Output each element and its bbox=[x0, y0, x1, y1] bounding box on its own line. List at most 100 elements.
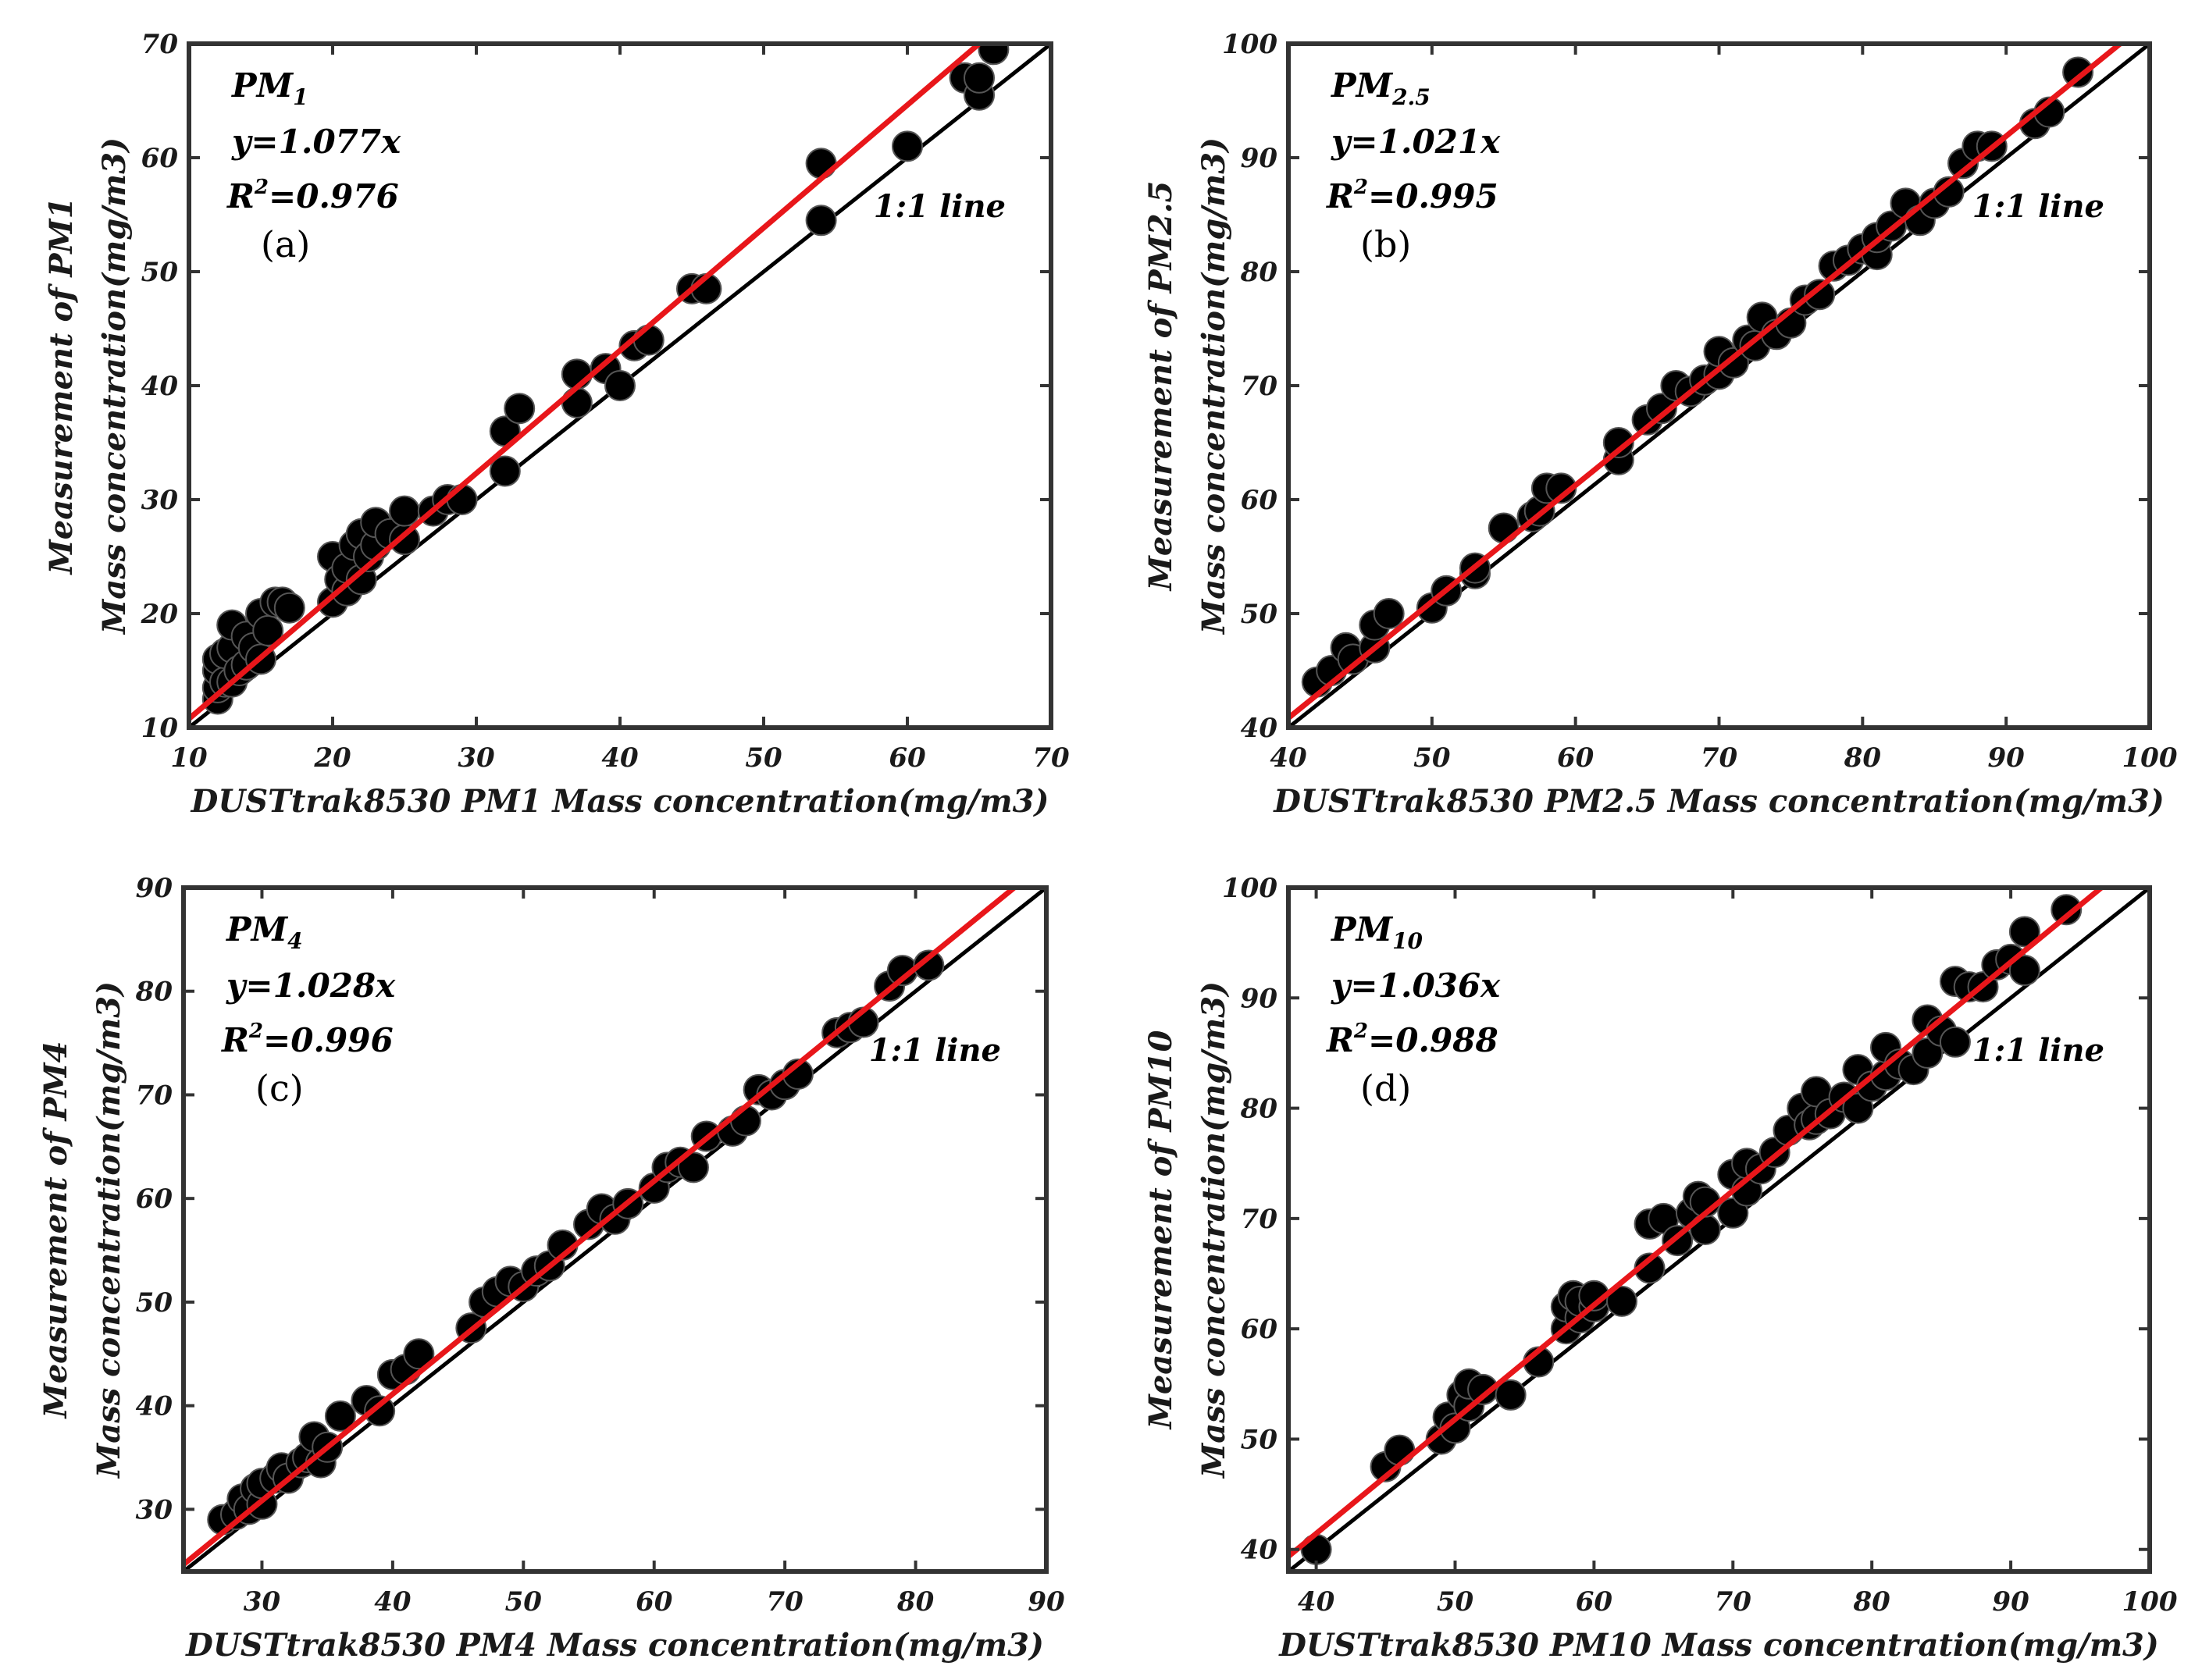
x-tick-label: 40 bbox=[1270, 742, 1307, 774]
panel-b: 40 50 60 70 80 90 100 40 50 60 70 80 90 100 DUSTtrak85… bbox=[1142, 29, 2178, 820]
r-squared: R2=0.996 bbox=[221, 1020, 394, 1059]
x-tick-label: 30 bbox=[244, 1586, 281, 1618]
data-point bbox=[1373, 598, 1405, 629]
y-tick-label: 90 bbox=[1241, 143, 1278, 174]
y-tick-label: 60 bbox=[1241, 1314, 1278, 1345]
data-point bbox=[1842, 1092, 1874, 1124]
x-tick-label: 70 bbox=[1701, 742, 1738, 774]
y-tick-label: 90 bbox=[136, 873, 173, 904]
data-point bbox=[2051, 894, 2083, 926]
x-tick-label: 100 bbox=[2122, 1586, 2178, 1618]
data-point bbox=[964, 62, 995, 94]
axes-frame bbox=[181, 885, 1049, 1574]
pm-label: PM4 bbox=[226, 910, 303, 954]
x-tick-label: 40 bbox=[374, 1586, 412, 1618]
fit-equation: y=1.036x bbox=[1331, 966, 1501, 1005]
y-tick-label: 30 bbox=[136, 1494, 173, 1525]
y-tick-label: 40 bbox=[1241, 1535, 1278, 1566]
x-tick-label: 30 bbox=[458, 742, 495, 774]
y-tick-label: 40 bbox=[141, 371, 179, 402]
y-tick-label: 60 bbox=[1241, 485, 1278, 516]
data-point bbox=[892, 130, 923, 162]
data-point bbox=[403, 1338, 435, 1370]
data-point bbox=[2062, 56, 2094, 88]
panel-d: 40 50 60 70 80 90 100 40 50 60 70 80 90 100 DUSTtrak85… bbox=[1142, 873, 2178, 1664]
y-tick-label: 50 bbox=[141, 257, 179, 288]
y-tick-label: 40 bbox=[136, 1391, 173, 1422]
data-point bbox=[1912, 1037, 1944, 1069]
x-tick-label: 60 bbox=[1557, 742, 1594, 774]
x-tick-label: 60 bbox=[889, 742, 926, 774]
data-point bbox=[324, 1400, 356, 1432]
x-axis-label: DUSTtrak8530 PM2.5 Mass concentration(mg… bbox=[1273, 783, 2165, 820]
y-axis-label-line1: Measurement of PM10 bbox=[1142, 1030, 1179, 1430]
y-tick-label: 60 bbox=[136, 1183, 173, 1215]
y-tick-label: 100 bbox=[1222, 29, 1277, 60]
y-tick-label: 70 bbox=[136, 1080, 173, 1111]
x-axis-label: DUSTtrak8530 PM4 Mass concentration(mg/m… bbox=[185, 1627, 1044, 1664]
regression-fit-line bbox=[184, 888, 1019, 1567]
pm-label: PM2.5 bbox=[1331, 66, 1431, 110]
regression-fit-line bbox=[1288, 44, 2125, 721]
data-point bbox=[1384, 1434, 1416, 1466]
x-tick-label: 90 bbox=[1992, 1586, 2029, 1618]
y-axis-label-line2: Mass concentration(mg/m3) bbox=[91, 981, 127, 1479]
y-axis-label-line2: Mass concentration(mg/m3) bbox=[1195, 137, 1232, 635]
regression-fit-line bbox=[189, 44, 984, 721]
y-tick-label: 80 bbox=[135, 977, 173, 1008]
x-tick-label: 50 bbox=[1413, 742, 1451, 774]
x-tick-label: 80 bbox=[1853, 1586, 1891, 1618]
fit-equation: y=1.077x bbox=[231, 123, 401, 161]
data-point bbox=[389, 495, 420, 527]
y-axis-label-line2: Mass concentration(mg/m3) bbox=[1195, 981, 1232, 1479]
x-tick-label: 70 bbox=[766, 1586, 803, 1618]
panel-label: (a) bbox=[261, 223, 310, 265]
y-tick-label: 70 bbox=[1241, 371, 1278, 402]
data-point bbox=[1602, 427, 1634, 458]
one-to-one-line-label: 1:1 line bbox=[869, 1032, 1001, 1069]
data-point bbox=[489, 455, 521, 487]
fit-equation: y=1.028x bbox=[226, 966, 396, 1005]
x-tick-label: 90 bbox=[1028, 1586, 1065, 1618]
y-tick-label: 20 bbox=[141, 599, 179, 630]
x-tick-label: 80 bbox=[1844, 742, 1882, 774]
panel-label: (b) bbox=[1360, 223, 1411, 265]
data-point bbox=[1939, 1026, 1971, 1058]
r-squared: R2=0.988 bbox=[1326, 1020, 1498, 1059]
data-point bbox=[504, 393, 536, 425]
data-point bbox=[561, 386, 593, 418]
pm-label: PM1 bbox=[231, 66, 308, 110]
y-tick-label: 70 bbox=[1241, 1204, 1278, 1235]
data-point bbox=[1495, 1379, 1527, 1411]
one-to-one-line-label: 1:1 line bbox=[874, 188, 1006, 225]
x-axis-label: DUSTtrak8530 PM1 Mass concentration(mg/m… bbox=[191, 783, 1049, 820]
one-to-one-line-label: 1:1 line bbox=[1972, 188, 2104, 225]
data-point bbox=[1804, 279, 1836, 311]
data-point bbox=[2008, 954, 2040, 986]
pm-label: PM10 bbox=[1331, 910, 1423, 954]
y-tick-label: 80 bbox=[1240, 1094, 1278, 1125]
data-point bbox=[632, 324, 665, 356]
data-point bbox=[364, 1395, 396, 1427]
x-tick-label: 90 bbox=[1988, 742, 2026, 774]
x-tick-label: 20 bbox=[313, 742, 351, 774]
data-point bbox=[2008, 916, 2040, 948]
y-tick-label: 50 bbox=[1241, 1424, 1278, 1455]
r-squared: R2=0.995 bbox=[1326, 176, 1498, 215]
data-point bbox=[805, 205, 837, 237]
data-point bbox=[446, 484, 478, 515]
x-tick-label: 10 bbox=[170, 742, 208, 774]
x-tick-label: 100 bbox=[2122, 742, 2178, 774]
fit-equation: y=1.021x bbox=[1331, 123, 1501, 161]
y-tick-label: 60 bbox=[141, 143, 179, 174]
y-tick-label: 90 bbox=[1241, 983, 1278, 1014]
y-axis-label-line1: Measurement of PM4 bbox=[37, 1041, 74, 1419]
data-point bbox=[1717, 1197, 1749, 1229]
data-point bbox=[978, 44, 1010, 66]
x-tick-label: 60 bbox=[1576, 1586, 1613, 1618]
data-point bbox=[729, 1105, 761, 1137]
y-axis-label-line1: Measurement of PM2.5 bbox=[1142, 181, 1179, 593]
y-tick-label: 30 bbox=[141, 485, 179, 516]
data-point bbox=[805, 148, 837, 180]
x-axis-label: DUSTtrak8530 PM10 Mass concentration(mg/… bbox=[1278, 1627, 2159, 1664]
